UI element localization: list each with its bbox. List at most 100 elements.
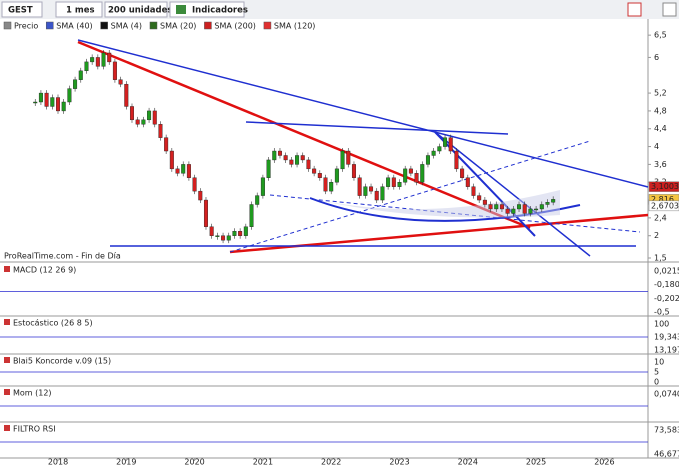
candle (192, 177, 197, 192)
candle (283, 155, 288, 161)
candle (391, 177, 396, 187)
panel-scale-label: -0,5 (654, 308, 670, 317)
x-tick-label: 2018 (48, 458, 68, 467)
last-value-label: 2,6703 (651, 201, 679, 210)
candle (141, 119, 146, 125)
legend-label: SMA (40) (56, 22, 92, 31)
candle (73, 79, 78, 89)
candle (551, 199, 556, 203)
indicators-box[interactable] (169, 1, 245, 18)
legend-label: SMA (200) (214, 22, 256, 31)
candle (329, 182, 334, 192)
candle (209, 226, 214, 236)
candle (272, 150, 277, 161)
candle (488, 204, 493, 210)
candle (129, 106, 134, 121)
candle (528, 208, 533, 214)
candle (78, 70, 83, 80)
candle (124, 83, 129, 107)
candle (118, 79, 123, 85)
panel-icon (4, 319, 10, 325)
panel-scale-label: 46,677 (654, 450, 679, 459)
candle (101, 52, 106, 67)
candle (226, 235, 231, 241)
candle (374, 190, 379, 201)
candle (181, 164, 186, 174)
candle (164, 137, 169, 152)
settings-icon[interactable] (662, 2, 677, 17)
x-tick-label: 2019 (116, 458, 136, 467)
y-tick-label: 2 (654, 231, 659, 240)
period[interactable]: 1 mes (66, 6, 95, 16)
indicators[interactable]: Indicadores (192, 6, 248, 16)
legend-swatch (204, 21, 212, 30)
panel-scale-label: 19,343 (654, 333, 679, 342)
symbol[interactable]: GEST (8, 6, 33, 16)
candle (517, 204, 522, 210)
candle (471, 186, 476, 196)
panel-title: FILTRO RSI (13, 425, 56, 434)
candle (289, 159, 294, 165)
x-tick-label: 2023 (389, 458, 409, 467)
candle (340, 150, 345, 170)
candle (44, 92, 49, 107)
candle (255, 195, 260, 205)
candle (323, 177, 328, 192)
candle (448, 137, 453, 152)
candle (107, 52, 112, 63)
candle (50, 97, 55, 107)
last-value-box (648, 200, 679, 212)
candle (175, 168, 180, 174)
panel-scale-label: 73,583 (654, 426, 679, 435)
candle (511, 208, 516, 214)
candle (249, 204, 254, 227)
candle (460, 168, 465, 178)
units-box[interactable] (104, 1, 168, 18)
candle (203, 199, 208, 227)
panel-title: Mom (12) (13, 389, 52, 398)
x-tick-label: 2020 (184, 458, 204, 467)
panel-title: MACD (12 26 9) (13, 266, 76, 275)
units[interactable]: 200 unidades (108, 6, 172, 16)
candle (198, 190, 203, 201)
candle (152, 110, 157, 125)
panel-scale-label: 5 (654, 368, 659, 377)
symbol-box[interactable] (1, 1, 43, 18)
legend-label: Precio (14, 22, 38, 31)
legend-swatch (263, 21, 272, 30)
trendlines (77, 39, 649, 257)
candle (84, 61, 89, 72)
alarm-icon[interactable] (627, 2, 642, 17)
candle (431, 150, 436, 156)
candle (95, 57, 100, 67)
last-value-label: 2,816 (651, 195, 674, 204)
period-box[interactable] (55, 1, 103, 18)
y-tick-label: 3,6 (654, 160, 667, 169)
candle (420, 164, 425, 183)
candle (317, 173, 322, 178)
candle (238, 231, 243, 236)
legend-label: SMA (120) (274, 22, 316, 31)
last-value-box (648, 181, 679, 192)
candle (221, 235, 226, 241)
candle (397, 182, 402, 187)
x-tick-label: 2022 (321, 458, 341, 467)
candle (357, 177, 362, 196)
candle (277, 150, 282, 156)
candle (147, 110, 152, 121)
legend-swatch (100, 21, 108, 30)
legend-swatch (3, 21, 12, 30)
candle (408, 168, 413, 174)
panel-scale-label: 0,0215 (654, 267, 679, 276)
candle (169, 150, 174, 170)
legend-label: SMA (20) (160, 22, 196, 31)
candle (499, 204, 504, 210)
panel-icon (4, 389, 10, 395)
panel-icon (4, 425, 10, 431)
candle (266, 159, 271, 178)
panel-title: Blai5 Koncorde v.09 (15) (13, 357, 111, 366)
candle (494, 204, 499, 210)
candle (186, 164, 191, 178)
candle (260, 177, 265, 196)
candle (38, 92, 43, 103)
